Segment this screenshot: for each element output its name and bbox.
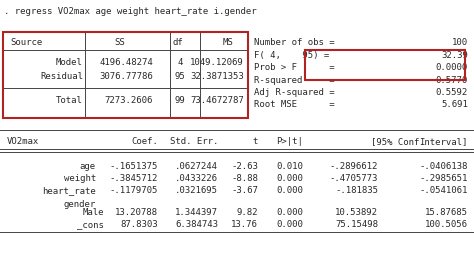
Text: df: df <box>173 38 183 47</box>
Text: VO2max: VO2max <box>7 137 39 146</box>
Text: 7273.2606: 7273.2606 <box>105 96 153 105</box>
Text: 10.53892: 10.53892 <box>335 208 378 217</box>
Text: -.3845712: -.3845712 <box>109 174 158 183</box>
Text: 0.000: 0.000 <box>276 220 303 229</box>
Text: 0.000: 0.000 <box>276 186 303 195</box>
Text: -.2985651: -.2985651 <box>419 174 468 183</box>
Text: Source: Source <box>10 38 42 47</box>
Text: 100.5056: 100.5056 <box>425 220 468 229</box>
Bar <box>3 32 248 118</box>
Text: Interval]: Interval] <box>419 137 468 146</box>
Text: MS: MS <box>223 38 233 47</box>
Text: weight: weight <box>64 174 96 183</box>
Text: .0627244: .0627244 <box>175 162 218 171</box>
Text: .0433226: .0433226 <box>175 174 218 183</box>
Text: -.4705773: -.4705773 <box>329 174 378 183</box>
Text: [95% Conf.: [95% Conf. <box>371 137 425 146</box>
Text: Total: Total <box>56 96 83 105</box>
Text: Adj R-squared =: Adj R-squared = <box>254 88 335 97</box>
Text: Model: Model <box>56 58 83 67</box>
Text: -.1651375: -.1651375 <box>109 162 158 171</box>
Text: 15.87685: 15.87685 <box>425 208 468 217</box>
Text: 0.0000: 0.0000 <box>436 63 468 72</box>
Text: Root MSE      =: Root MSE = <box>254 100 335 109</box>
Text: P>|t|: P>|t| <box>276 137 303 146</box>
Text: Prob > F      =: Prob > F = <box>254 63 335 72</box>
Text: Std. Err.: Std. Err. <box>170 137 218 146</box>
Text: -.1179705: -.1179705 <box>109 186 158 195</box>
Text: _cons: _cons <box>77 220 104 229</box>
Text: 3076.77786: 3076.77786 <box>99 72 153 81</box>
Text: -.0541061: -.0541061 <box>419 186 468 195</box>
Text: 99: 99 <box>174 96 185 105</box>
Text: 6.384743: 6.384743 <box>175 220 218 229</box>
Text: . regress VO2max age weight heart_rate i.gender: . regress VO2max age weight heart_rate i… <box>4 7 256 16</box>
Text: 5.691: 5.691 <box>441 100 468 109</box>
Text: t: t <box>253 137 258 146</box>
Text: 95: 95 <box>174 72 185 81</box>
Text: 9.82: 9.82 <box>237 208 258 217</box>
Text: 75.15498: 75.15498 <box>335 220 378 229</box>
Text: 32.39: 32.39 <box>441 51 468 60</box>
Text: 4196.48274: 4196.48274 <box>99 58 153 67</box>
Text: 0.5592: 0.5592 <box>436 88 468 97</box>
Text: -3.67: -3.67 <box>231 186 258 195</box>
Text: 0.000: 0.000 <box>276 208 303 217</box>
Text: 13.20788: 13.20788 <box>115 208 158 217</box>
Text: 4: 4 <box>177 58 182 67</box>
Text: 0.5770: 0.5770 <box>436 76 468 85</box>
Text: R-squared     =: R-squared = <box>254 76 335 85</box>
Text: 1049.12069: 1049.12069 <box>190 58 244 67</box>
Text: Number of obs =: Number of obs = <box>254 38 335 47</box>
Text: F( 4,    95) =: F( 4, 95) = <box>254 51 329 60</box>
Text: 32.3871353: 32.3871353 <box>190 72 244 81</box>
Text: Coef.: Coef. <box>131 137 158 146</box>
Bar <box>305 50 465 80</box>
Text: SS: SS <box>115 38 126 47</box>
Text: -.0406138: -.0406138 <box>419 162 468 171</box>
Text: .0321695: .0321695 <box>175 186 218 195</box>
Text: 0.000: 0.000 <box>276 174 303 183</box>
Text: 100: 100 <box>452 38 468 47</box>
Text: Residual: Residual <box>40 72 83 81</box>
Text: -.2896612: -.2896612 <box>329 162 378 171</box>
Text: heart_rate: heart_rate <box>42 186 96 195</box>
Text: 87.8303: 87.8303 <box>120 220 158 229</box>
Text: -2.63: -2.63 <box>231 162 258 171</box>
Text: age: age <box>80 162 96 171</box>
Text: Male: Male <box>82 208 104 217</box>
Text: -.181835: -.181835 <box>335 186 378 195</box>
Text: gender: gender <box>64 200 96 209</box>
Text: -8.88: -8.88 <box>231 174 258 183</box>
Text: 0.010: 0.010 <box>276 162 303 171</box>
Text: 13.76: 13.76 <box>231 220 258 229</box>
Text: 1.344397: 1.344397 <box>175 208 218 217</box>
Text: 73.4672787: 73.4672787 <box>190 96 244 105</box>
